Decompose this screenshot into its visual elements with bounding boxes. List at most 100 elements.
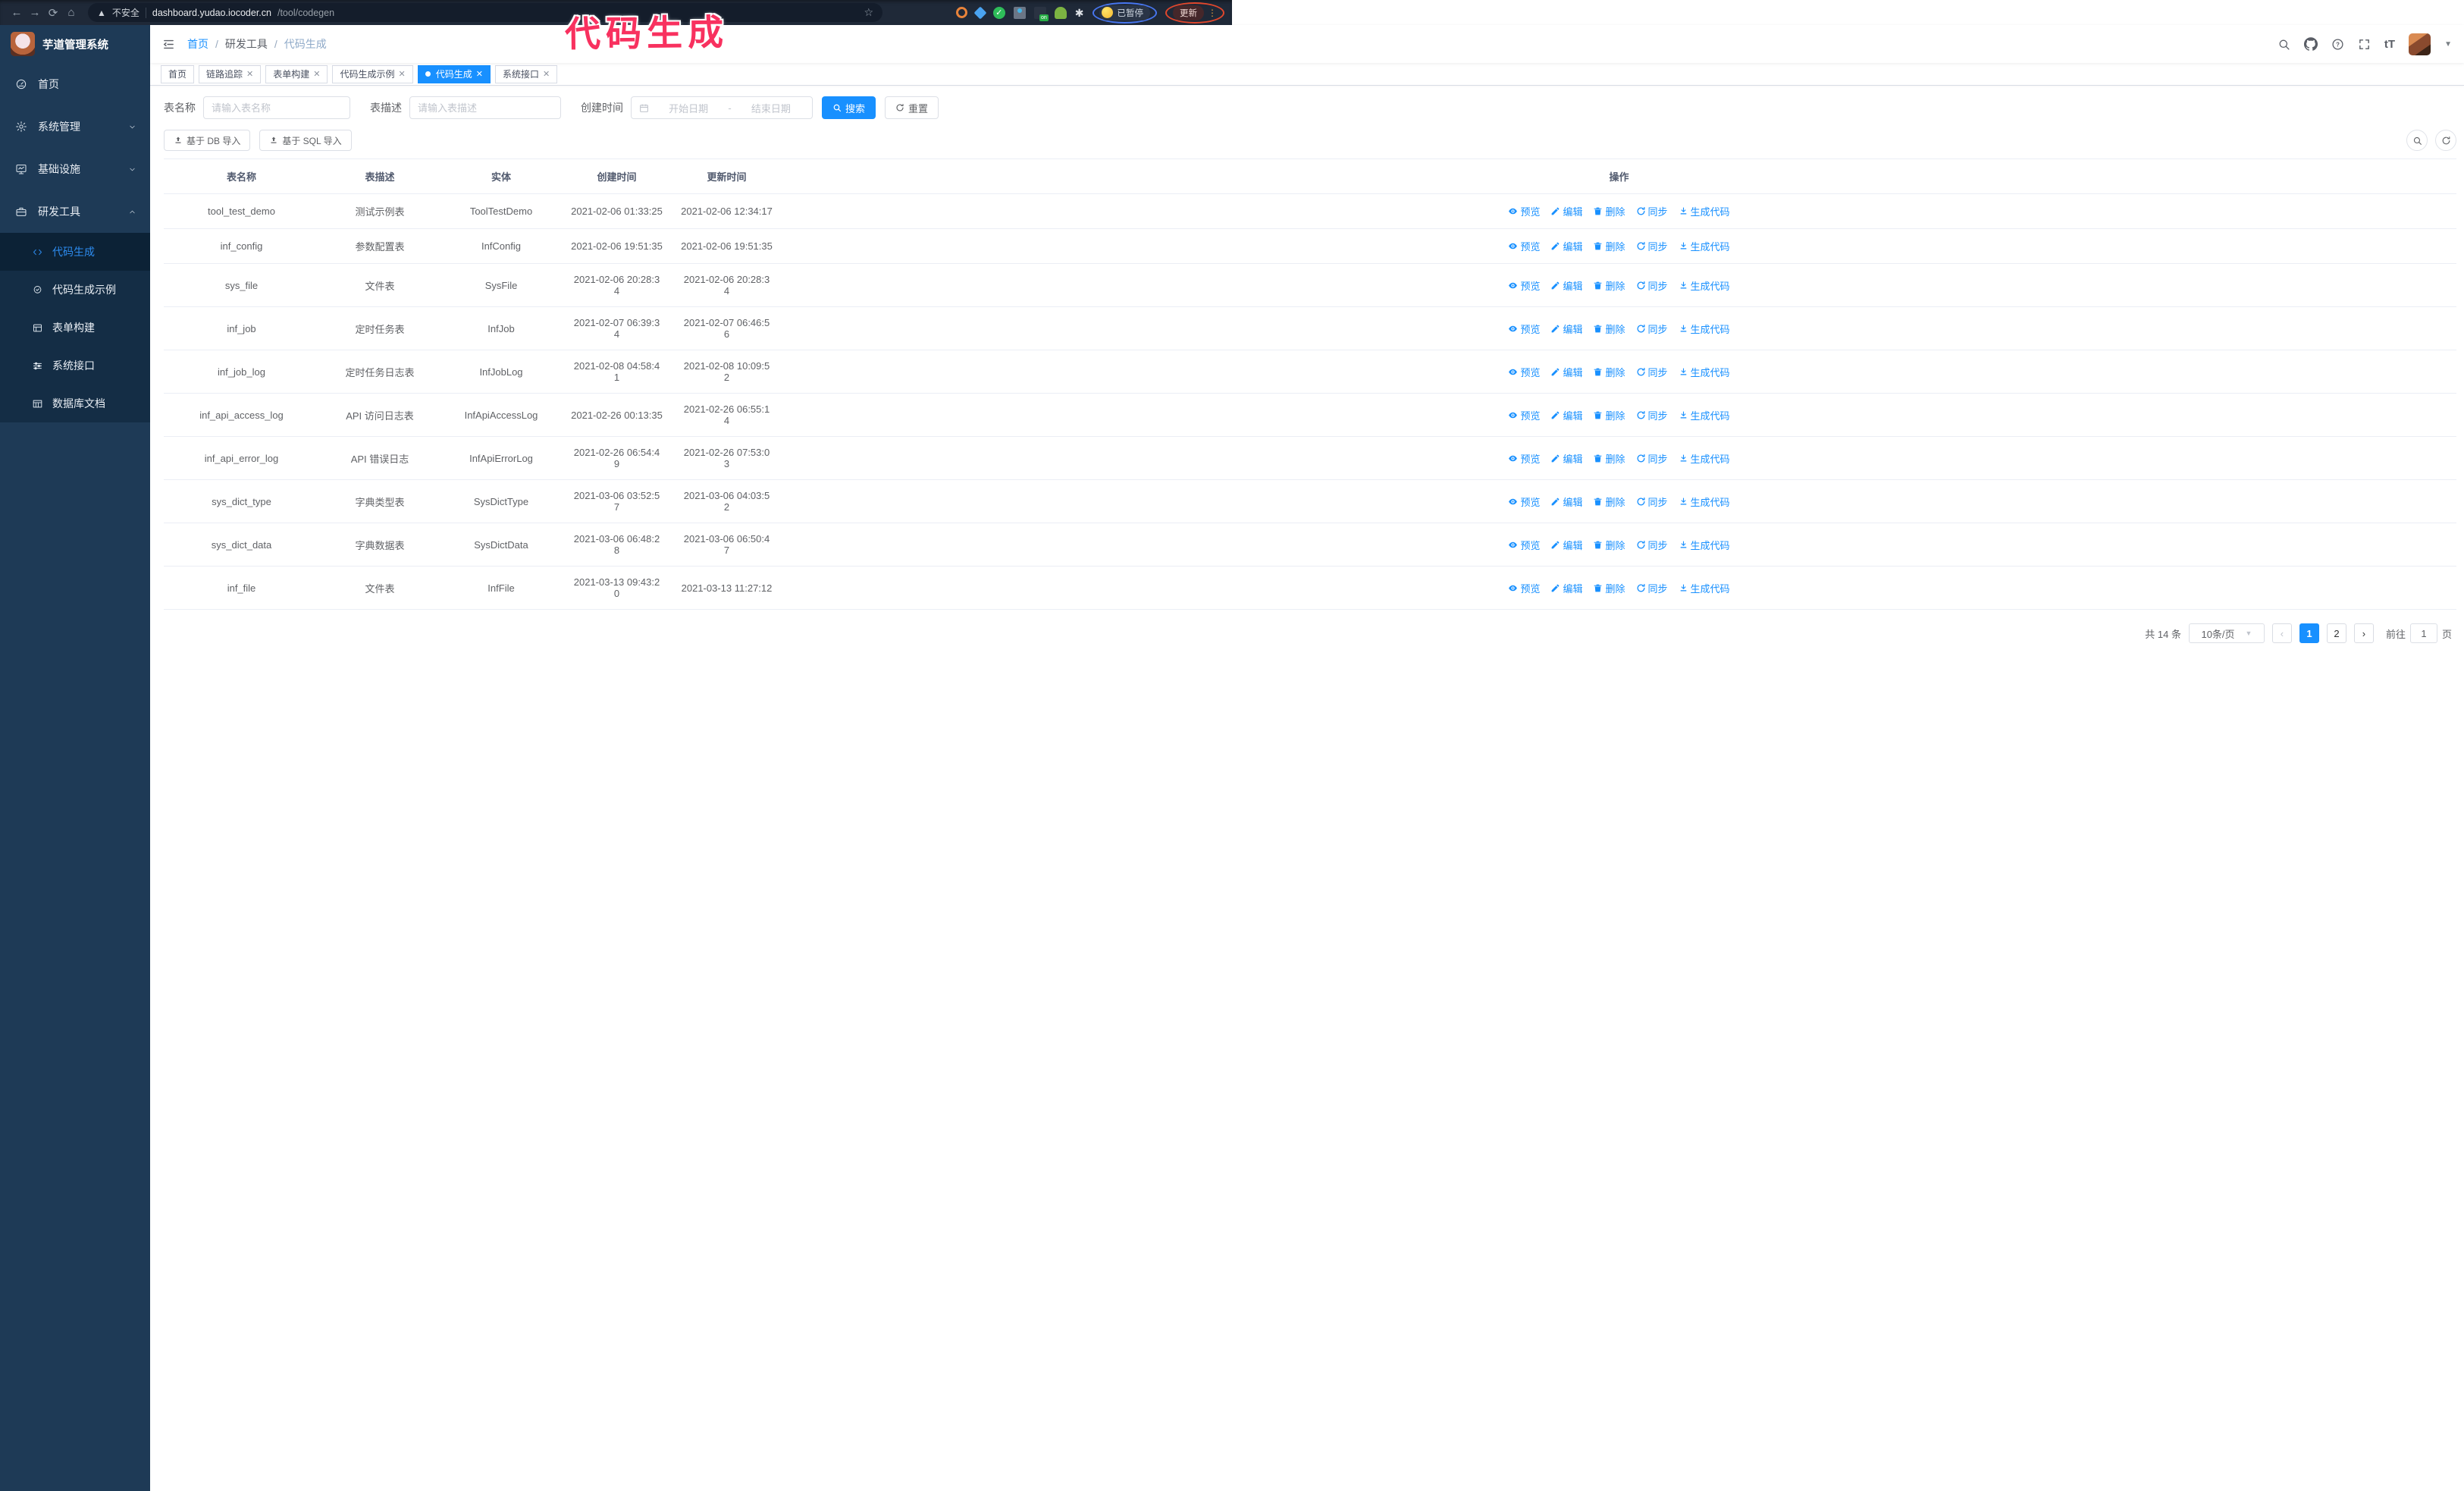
sidebar-item-home[interactable]: 首页 <box>0 63 150 105</box>
sync-link[interactable]: 同步 <box>1636 581 1668 595</box>
generate-code-link[interactable]: 生成代码 <box>1679 278 1730 293</box>
page-button-2[interactable]: 2 <box>2326 623 2346 643</box>
table-desc-input[interactable] <box>409 96 561 119</box>
preview-link[interactable]: 预览 <box>1508 322 1540 336</box>
extension-icon-person[interactable] <box>1054 6 1067 19</box>
sync-link[interactable]: 同步 <box>1636 494 1668 509</box>
preview-link[interactable]: 预览 <box>1508 239 1540 253</box>
breadcrumb-home[interactable]: 首页 <box>187 38 208 50</box>
help-icon[interactable]: ? <box>2331 38 2344 51</box>
address-bar[interactable]: ▲ 不安全 dashboard.yudao.iocoder.cn/tool/co… <box>88 3 882 22</box>
sync-link[interactable]: 同步 <box>1636 322 1668 336</box>
tab-form-builder[interactable]: 表单构建 ✕ <box>265 64 328 83</box>
browser-update-button[interactable]: 更新 <box>1173 5 1204 20</box>
preview-link[interactable]: 预览 <box>1508 204 1540 218</box>
edit-link[interactable]: 编辑 <box>1550 538 1582 552</box>
fullscreen-icon[interactable] <box>2358 38 2371 51</box>
tab-tracing[interactable]: 链路追踪 ✕ <box>199 64 262 83</box>
close-icon[interactable]: ✕ <box>542 70 550 79</box>
preview-link[interactable]: 预览 <box>1508 278 1540 293</box>
preview-link[interactable]: 预览 <box>1508 408 1540 422</box>
edit-link[interactable]: 编辑 <box>1550 451 1582 466</box>
sidebar-item-devtools[interactable]: 研发工具 <box>0 190 150 233</box>
delete-link[interactable]: 删除 <box>1593 451 1625 466</box>
sidebar-item-db-doc[interactable]: 数据库文档 <box>0 385 150 422</box>
edit-link[interactable]: 编辑 <box>1550 494 1582 509</box>
generate-code-link[interactable]: 生成代码 <box>1679 408 1730 422</box>
home-icon[interactable]: ⌂ <box>67 6 75 19</box>
bookmark-star-icon[interactable]: ☆ <box>864 6 873 18</box>
delete-link[interactable]: 删除 <box>1593 494 1625 509</box>
sidebar-item-infra[interactable]: 基础设施 <box>0 148 150 190</box>
edit-link[interactable]: 编辑 <box>1550 204 1582 218</box>
close-icon[interactable]: ✕ <box>246 70 254 79</box>
close-icon[interactable]: ✕ <box>313 70 321 79</box>
tab-home[interactable]: 首页 <box>161 64 195 83</box>
generate-code-link[interactable]: 生成代码 <box>1679 538 1730 552</box>
prev-page-button[interactable]: ‹ <box>2271 623 2292 643</box>
edit-link[interactable]: 编辑 <box>1550 322 1582 336</box>
tab-codegen-example[interactable]: 代码生成示例 ✕ <box>332 64 413 83</box>
preview-link[interactable]: 预览 <box>1508 494 1540 509</box>
sync-link[interactable]: 同步 <box>1636 451 1668 466</box>
back-icon[interactable]: ← <box>11 6 23 19</box>
sidebar-item-codegen[interactable]: 代码生成 <box>0 233 150 271</box>
generate-code-link[interactable]: 生成代码 <box>1679 494 1730 509</box>
sidebar-toggle-icon[interactable] <box>162 38 175 51</box>
user-avatar[interactable] <box>2409 33 2431 55</box>
generate-code-link[interactable]: 生成代码 <box>1679 365 1730 379</box>
delete-link[interactable]: 删除 <box>1593 538 1625 552</box>
close-icon[interactable]: ✕ <box>475 70 483 79</box>
sidebar-item-system-api[interactable]: 系统接口 <box>0 347 150 385</box>
preview-link[interactable]: 预览 <box>1508 365 1540 379</box>
generate-code-link[interactable]: 生成代码 <box>1679 204 1730 218</box>
profile-paused-chip[interactable]: 已暂停 <box>1099 5 1150 20</box>
extension-icon-check[interactable]: ✓ <box>992 6 1005 19</box>
sidebar-item-form-builder[interactable]: 表单构建 <box>0 309 150 347</box>
generate-code-link[interactable]: 生成代码 <box>1679 239 1730 253</box>
browser-menu-icon[interactable]: ⋮ <box>1208 7 1217 18</box>
edit-link[interactable]: 编辑 <box>1550 581 1582 595</box>
user-menu-caret-icon[interactable]: ▼ <box>2444 39 2452 49</box>
table-name-input[interactable] <box>203 96 350 119</box>
preview-link[interactable]: 预览 <box>1508 451 1540 466</box>
extensions-puzzle-icon[interactable]: ✱ <box>1074 6 1084 19</box>
delete-link[interactable]: 删除 <box>1593 408 1625 422</box>
extension-icon-switch[interactable] <box>1033 6 1049 21</box>
sidebar-item-codegen-example[interactable]: 代码生成示例 <box>0 271 150 309</box>
sync-link[interactable]: 同步 <box>1636 239 1668 253</box>
edit-link[interactable]: 编辑 <box>1550 239 1582 253</box>
github-icon[interactable] <box>2303 37 2318 51</box>
tab-codegen[interactable]: 代码生成 ✕ <box>417 64 491 83</box>
goto-page-input[interactable] <box>2409 623 2437 643</box>
sync-link[interactable]: 同步 <box>1636 204 1668 218</box>
sync-link[interactable]: 同步 <box>1636 538 1668 552</box>
preview-link[interactable]: 预览 <box>1508 581 1540 595</box>
sync-link[interactable]: 同步 <box>1636 278 1668 293</box>
sync-link[interactable]: 同步 <box>1636 365 1668 379</box>
next-page-button[interactable]: › <box>2353 623 2374 643</box>
extension-icon-grid[interactable] <box>1013 6 1026 19</box>
import-db-button[interactable]: 基于 DB 导入 <box>164 130 251 151</box>
reload-icon[interactable]: ⟳ <box>48 6 58 20</box>
generate-code-link[interactable]: 生成代码 <box>1679 322 1730 336</box>
toggle-search-button[interactable] <box>2406 130 2428 151</box>
tab-system-api[interactable]: 系统接口 ✕ <box>494 64 558 83</box>
page-size-select[interactable]: 10条/页 ▼ <box>2188 623 2265 643</box>
delete-link[interactable]: 删除 <box>1593 322 1625 336</box>
edit-link[interactable]: 编辑 <box>1550 278 1582 293</box>
preview-link[interactable]: 预览 <box>1508 538 1540 552</box>
forward-icon[interactable]: → <box>29 6 41 19</box>
edit-link[interactable]: 编辑 <box>1550 408 1582 422</box>
extension-icon-blue[interactable] <box>973 6 987 19</box>
search-button[interactable]: 搜索 <box>822 96 876 119</box>
refresh-table-button[interactable] <box>2435 130 2456 151</box>
extension-icon-orange[interactable] <box>955 7 967 18</box>
import-sql-button[interactable]: 基于 SQL 导入 <box>259 130 352 151</box>
page-button-1[interactable]: 1 <box>2299 623 2319 643</box>
close-icon[interactable]: ✕ <box>398 70 406 79</box>
sidebar-item-system[interactable]: 系统管理 <box>0 105 150 148</box>
search-icon[interactable] <box>2277 38 2290 51</box>
edit-link[interactable]: 编辑 <box>1550 365 1582 379</box>
date-range-picker[interactable]: 开始日期 - 结束日期 <box>631 96 813 119</box>
